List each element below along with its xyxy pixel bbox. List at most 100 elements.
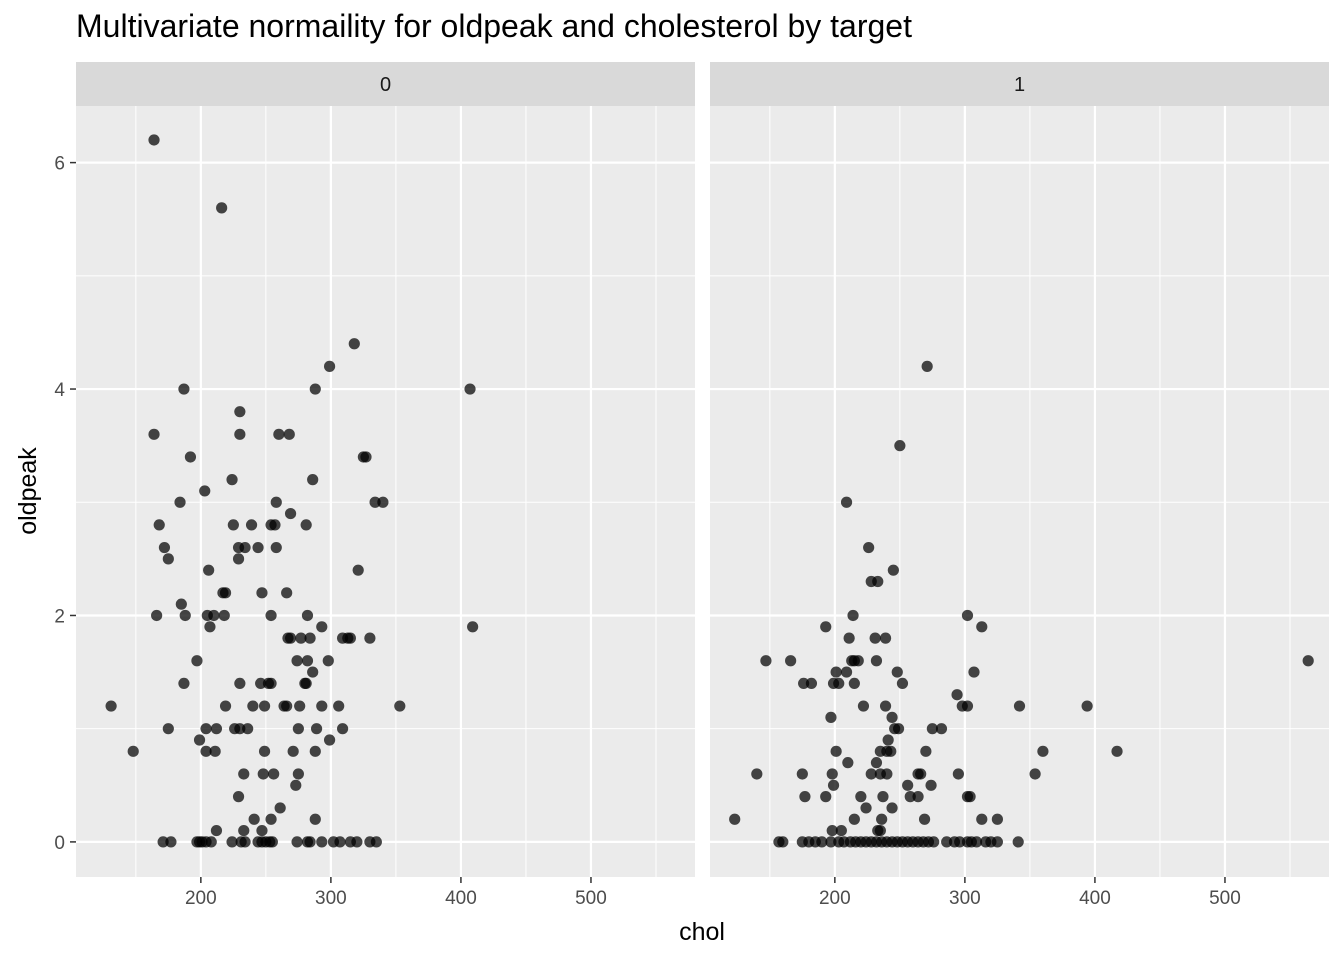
y-tick-label: 4 bbox=[54, 380, 65, 401]
data-point bbox=[952, 768, 964, 780]
facet-strip-label: 1 bbox=[1014, 74, 1025, 96]
data-point bbox=[157, 836, 169, 848]
data-point bbox=[876, 813, 888, 825]
data-point bbox=[239, 541, 251, 554]
data-point bbox=[226, 474, 238, 486]
data-point bbox=[178, 383, 190, 395]
data-point bbox=[351, 836, 363, 848]
data-point bbox=[935, 723, 948, 735]
data-point bbox=[300, 677, 312, 690]
data-point bbox=[816, 836, 828, 848]
data-point bbox=[252, 541, 264, 554]
data-point bbox=[148, 134, 160, 146]
data-point bbox=[842, 757, 854, 769]
data-point bbox=[464, 383, 476, 395]
data-point bbox=[256, 587, 268, 599]
data-point bbox=[852, 655, 864, 667]
data-point bbox=[307, 666, 319, 678]
data-point bbox=[1029, 768, 1041, 780]
data-point bbox=[300, 519, 312, 531]
data-point bbox=[825, 836, 837, 848]
data-point bbox=[158, 541, 171, 554]
x-tick-label: 300 bbox=[949, 888, 981, 909]
data-point bbox=[918, 813, 931, 825]
data-point bbox=[843, 632, 855, 644]
data-point bbox=[1302, 655, 1314, 667]
data-point bbox=[857, 700, 870, 712]
data-point bbox=[954, 836, 966, 848]
data-point bbox=[248, 813, 260, 825]
data-point bbox=[872, 575, 884, 588]
x-tick-label: 300 bbox=[315, 888, 347, 909]
data-point bbox=[191, 655, 203, 667]
data-point bbox=[894, 440, 906, 452]
data-point bbox=[165, 836, 177, 848]
data-point bbox=[855, 791, 867, 803]
data-point bbox=[870, 655, 883, 667]
data-point bbox=[316, 621, 328, 633]
data-point bbox=[796, 768, 808, 780]
data-point bbox=[964, 791, 976, 803]
data-point bbox=[840, 666, 853, 678]
data-point bbox=[307, 474, 319, 486]
data-point bbox=[1111, 745, 1123, 757]
data-point bbox=[863, 541, 875, 554]
data-point bbox=[879, 632, 892, 644]
data-point bbox=[226, 836, 238, 848]
data-point bbox=[162, 723, 174, 735]
data-point bbox=[238, 824, 250, 837]
data-point bbox=[921, 360, 933, 372]
data-point bbox=[301, 655, 314, 667]
data-point bbox=[309, 745, 321, 757]
data-point bbox=[886, 711, 898, 723]
data-point bbox=[860, 802, 872, 814]
data-point bbox=[304, 632, 316, 644]
data-point bbox=[245, 519, 258, 531]
data-point bbox=[304, 836, 316, 848]
data-point bbox=[316, 700, 328, 712]
data-point bbox=[333, 700, 345, 712]
data-point bbox=[825, 711, 837, 723]
data-point bbox=[234, 428, 246, 440]
data-point bbox=[218, 609, 230, 622]
data-point bbox=[885, 745, 897, 757]
data-point bbox=[274, 802, 286, 814]
data-point bbox=[234, 723, 246, 735]
data-point bbox=[203, 564, 215, 576]
data-point bbox=[309, 813, 321, 825]
data-point bbox=[976, 813, 988, 825]
x-tick-label: 200 bbox=[185, 888, 217, 909]
data-point bbox=[204, 621, 216, 633]
data-point bbox=[826, 824, 838, 837]
data-point bbox=[210, 824, 223, 837]
y-tick-label: 6 bbox=[54, 154, 65, 175]
data-point bbox=[162, 553, 174, 565]
data-point bbox=[968, 666, 980, 678]
data-point bbox=[234, 406, 246, 418]
data-point bbox=[281, 587, 293, 599]
data-point bbox=[216, 202, 228, 214]
data-point bbox=[219, 587, 232, 599]
data-point bbox=[377, 496, 389, 508]
data-point bbox=[247, 700, 259, 712]
data-point bbox=[239, 836, 251, 848]
data-point bbox=[292, 768, 304, 780]
data-point bbox=[833, 677, 845, 690]
data-point bbox=[210, 723, 223, 735]
data-point bbox=[848, 813, 860, 825]
data-point bbox=[174, 496, 186, 508]
data-point bbox=[976, 621, 988, 633]
data-point bbox=[1012, 836, 1024, 848]
data-point bbox=[205, 836, 217, 848]
data-point bbox=[785, 655, 797, 667]
data-point bbox=[352, 564, 364, 576]
facet-strip-label: 0 bbox=[380, 74, 391, 96]
facet-panel-0: 0 200 300 400 500 0 2 4 6 bbox=[54, 62, 695, 909]
data-point bbox=[896, 677, 909, 690]
data-point bbox=[826, 768, 838, 780]
data-point bbox=[310, 723, 323, 735]
data-point bbox=[265, 609, 277, 622]
data-point bbox=[1013, 700, 1026, 712]
data-point bbox=[904, 791, 916, 803]
